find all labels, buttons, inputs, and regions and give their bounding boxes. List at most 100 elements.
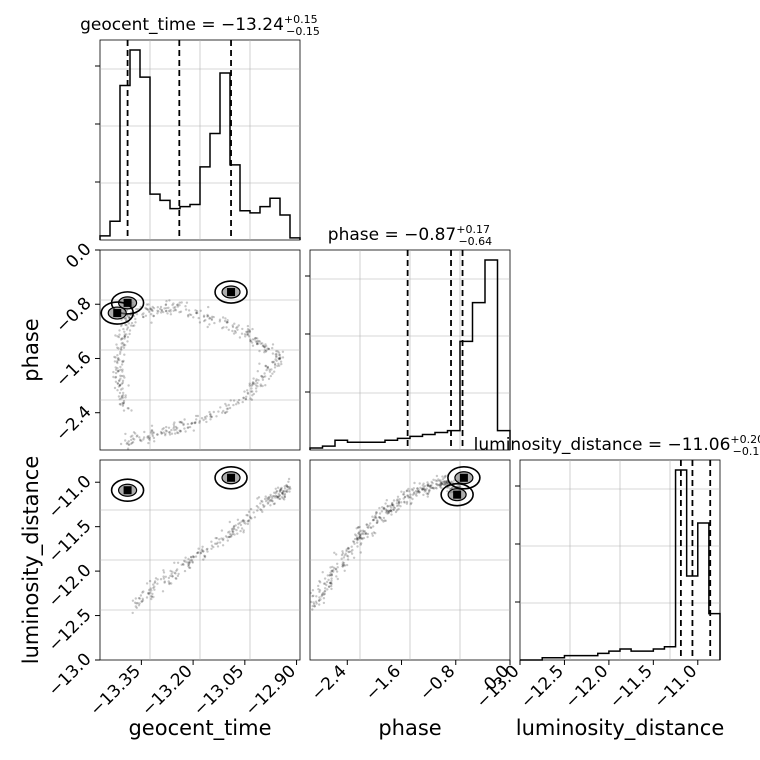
sample-point (275, 350, 278, 353)
histogram-steps (309, 259, 511, 450)
sample-point (381, 506, 384, 509)
sample-point (263, 349, 266, 352)
sample-point (232, 332, 236, 335)
sample-point (195, 310, 199, 313)
sample-point (135, 307, 138, 311)
sample-point (372, 518, 376, 522)
sample-point (232, 527, 235, 530)
sample-point (120, 374, 124, 378)
sample-point (361, 537, 364, 541)
sample-point (273, 502, 276, 505)
sample-point (375, 516, 378, 520)
sample-point (133, 601, 137, 604)
sample-point (114, 356, 117, 359)
sample-point (277, 357, 280, 360)
sample-point (311, 589, 315, 592)
sample-point (375, 511, 378, 514)
sample-point (120, 363, 124, 366)
sample-point (372, 531, 376, 534)
sample-point (250, 517, 253, 520)
sample-point (178, 311, 181, 314)
sample-point (422, 493, 425, 497)
sample-point (435, 487, 438, 490)
sample-point (350, 550, 353, 553)
sample-point (118, 391, 122, 395)
sample-point (266, 498, 269, 501)
sample-point (442, 482, 445, 486)
sample-point (181, 562, 185, 566)
sample-point (126, 407, 129, 410)
sample-point (440, 482, 443, 485)
sample-point (183, 418, 186, 421)
sample-point (352, 556, 356, 559)
sample-point (240, 527, 244, 530)
sample-point (390, 504, 393, 507)
sample-point (322, 593, 326, 596)
sample-point (400, 501, 403, 504)
sample-point (357, 526, 360, 529)
sample-point (118, 329, 121, 332)
sample-point (374, 516, 377, 519)
sample-point (202, 558, 205, 561)
sample-point (142, 436, 146, 439)
sample-point (236, 400, 239, 404)
sample-point (203, 416, 207, 419)
sample-point (330, 569, 334, 573)
sample-point (286, 485, 289, 488)
sample-point (198, 420, 201, 423)
sample-point (184, 556, 187, 559)
sample-point (210, 415, 213, 419)
sample-point (444, 481, 447, 484)
sample-point (159, 311, 163, 314)
sample-point (180, 421, 184, 425)
sample-point (218, 320, 221, 323)
sample-point (270, 368, 273, 371)
sample-point (280, 362, 283, 366)
sample-point (224, 411, 227, 414)
sample-point (408, 490, 411, 493)
sample-point (228, 406, 232, 410)
sample-point (444, 475, 447, 478)
sample-point (198, 421, 201, 424)
sample-point (122, 391, 125, 395)
y-tick-label: −1.6 (52, 348, 95, 391)
sample-point (430, 486, 434, 489)
sample-point (188, 425, 192, 429)
sample-point (153, 585, 156, 588)
sample-point (403, 496, 407, 499)
sample-point (278, 358, 281, 361)
sample-point (332, 569, 335, 572)
sample-point (265, 349, 268, 352)
density-peak (113, 309, 122, 318)
sample-point (358, 536, 361, 539)
sample-point (119, 388, 123, 391)
sample-point (229, 535, 232, 538)
sample-point (236, 532, 239, 535)
sample-point (179, 430, 182, 433)
sample-point (191, 421, 194, 425)
sample-point (278, 494, 281, 498)
x-tick-label: −13.35 (86, 661, 145, 720)
sample-point (211, 315, 214, 318)
sample-point (380, 518, 384, 522)
sample-point (201, 545, 204, 548)
sample-point (443, 476, 446, 479)
sample-point (217, 410, 220, 413)
sample-point (119, 442, 123, 446)
sample-point (188, 560, 191, 564)
sample-point (330, 574, 333, 577)
sample-point (271, 500, 274, 503)
contour-line (214, 465, 248, 490)
sample-point (225, 326, 228, 329)
sample-point (191, 560, 194, 563)
sample-point (264, 384, 267, 387)
sample-point (405, 502, 409, 505)
sample-point (174, 577, 177, 580)
sample-point (423, 490, 426, 493)
sample-point (151, 309, 154, 313)
sample-point (182, 422, 185, 426)
sample-point (359, 535, 362, 538)
sample-point (279, 497, 282, 501)
sample-point (172, 306, 175, 309)
sample-point (148, 436, 151, 440)
